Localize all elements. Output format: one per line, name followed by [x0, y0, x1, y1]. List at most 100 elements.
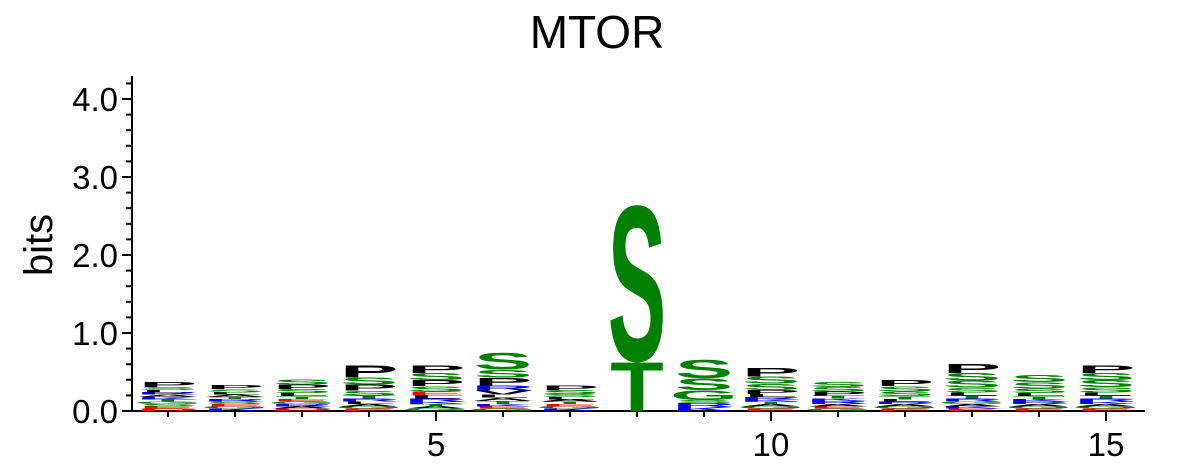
- logo-letter-p: P: [809, 391, 867, 397]
- logo-letter-glyph: L: [1012, 392, 1065, 397]
- logo-letter-r: R: [471, 384, 534, 392]
- logo-letter-g: G: [134, 401, 202, 405]
- logo-letter-g: G: [804, 408, 872, 412]
- logo-letter-p: P: [340, 383, 398, 393]
- logo-letter-s: S: [943, 371, 1001, 383]
- logo-letter-glyph: S: [139, 403, 197, 407]
- logo-letter-glyph: P: [742, 366, 800, 379]
- logo-letter-glyph: S: [1077, 386, 1135, 394]
- logo-letter-glyph: A: [337, 403, 400, 407]
- logo-letter-e: E: [742, 408, 800, 412]
- logo-letter-g: G: [268, 401, 336, 405]
- logo-letter-glyph: S: [675, 399, 733, 404]
- logo-letter-glyph: L: [543, 396, 596, 400]
- logo-letter-glyph: G: [335, 406, 403, 410]
- letter-stacks: DESGTKARLSPKGESRTALSPDARGETLSPSEGALRTSPS…: [134, 159, 1140, 426]
- logo-letter-a: A: [873, 403, 936, 407]
- logo-letter-e: E: [1077, 408, 1135, 412]
- logo-letter-glyph: E: [742, 408, 800, 412]
- x-tick-label: 5: [427, 426, 445, 463]
- logo-letter-t: T: [1012, 395, 1066, 400]
- logo-letter-s: S: [675, 355, 733, 384]
- logo-letter-g: G: [536, 406, 604, 410]
- logo-letter-l: L: [342, 401, 395, 405]
- logo-letter-glyph: L: [342, 401, 395, 405]
- logo-letter-s: S: [407, 385, 465, 393]
- logo-letter-glyph: S: [943, 379, 1001, 390]
- logo-letter-s: S: [1077, 378, 1135, 389]
- logo-letter-glyph: E: [474, 406, 532, 410]
- logo-letter-s: S: [206, 388, 264, 393]
- logo-letter-glyph: S: [675, 355, 733, 384]
- logo-letter-glyph: L: [409, 395, 462, 400]
- logo-letter-s: S: [675, 399, 733, 404]
- logo-letter-glyph: S: [809, 386, 867, 393]
- logo-letter-l: L: [208, 392, 261, 396]
- logo-letter-glyph: S: [876, 390, 934, 397]
- logo-letter-glyph: G: [268, 401, 336, 405]
- logo-letter-s: S: [675, 375, 733, 393]
- logo-letter-glyph: T: [342, 395, 396, 400]
- logo-letter-e: E: [943, 408, 1001, 412]
- logo-letter-glyph: A: [1007, 403, 1070, 407]
- logo-letter-a: A: [270, 406, 333, 410]
- logo-letter-glyph: T: [543, 401, 597, 405]
- logo-letter-glyph: S: [742, 375, 800, 386]
- logo-letter-glyph: S: [742, 382, 800, 392]
- logo-letter-glyph: S: [407, 371, 465, 382]
- logo-letter-glyph: A: [940, 403, 1003, 407]
- logo-letter-p: P: [407, 378, 465, 388]
- logo-letter-glyph: S: [809, 380, 867, 388]
- logo-letter-glyph: P: [541, 384, 599, 391]
- logo-letter-glyph: G: [469, 408, 537, 412]
- logo-letter-glyph: R: [270, 403, 333, 407]
- logo-letter-a: A: [538, 399, 601, 403]
- logo-letter-g: G: [871, 406, 939, 410]
- logo-letter-r: R: [873, 401, 936, 405]
- logo-letter-l: L: [141, 389, 194, 393]
- logo-letter-glyph: S: [1077, 378, 1135, 389]
- logo-letter-a: A: [1074, 403, 1137, 407]
- logo-letter-s: S: [608, 159, 666, 408]
- logo-letter-e: E: [474, 406, 532, 410]
- logo-letter-a: A: [1007, 403, 1070, 407]
- logo-letter-r: R: [203, 399, 266, 403]
- logo-letter-g: G: [469, 408, 537, 412]
- logo-letter-a: A: [806, 403, 869, 407]
- logo-letter-l: L: [476, 394, 529, 399]
- logo-letter-p: P: [876, 378, 934, 388]
- logo-letter-glyph: G: [938, 401, 1006, 405]
- logo-letter-a: A: [471, 397, 534, 402]
- logo-letter-l: L: [945, 392, 998, 397]
- logo-letter-glyph: K: [672, 406, 736, 412]
- logo-letter-k: K: [940, 406, 1004, 410]
- logo-letter-s: S: [809, 386, 867, 393]
- logo-letter-glyph: R: [806, 400, 869, 405]
- logo-letter-glyph: R: [404, 398, 467, 403]
- logo-letter-glyph: S: [943, 387, 1001, 394]
- logo-letter-s: S: [474, 348, 532, 375]
- logo-letter-p: P: [943, 361, 1001, 376]
- logo-letter-t: T: [141, 399, 195, 403]
- logo-letter-k: K: [538, 408, 602, 412]
- logo-letter-k: K: [672, 406, 736, 412]
- logo-letter-t: T: [610, 347, 663, 426]
- logo-letter-glyph: P: [1077, 363, 1135, 375]
- logo-letter-glyph: R: [203, 399, 266, 403]
- logo-letter-a: A: [739, 403, 802, 407]
- logo-letter-e: E: [541, 403, 599, 407]
- logo-letter-glyph: E: [407, 391, 465, 397]
- logo-letter-s: S: [1010, 387, 1068, 394]
- y-tick-label: 0.0: [72, 393, 118, 430]
- logo-letter-t: T: [811, 395, 865, 400]
- logo-letter-glyph: P: [742, 389, 800, 395]
- logo-letter-glyph: K: [404, 401, 468, 405]
- logo-letter-glyph: T: [141, 399, 195, 403]
- logo-letter-glyph: L: [476, 394, 529, 399]
- logo-letter-s: S: [1010, 374, 1068, 385]
- logo-letter-glyph: P: [340, 362, 398, 381]
- logo-letter-glyph: E: [273, 399, 331, 403]
- logo-letter-a: A: [136, 394, 199, 398]
- logo-letter-glyph: A: [404, 406, 467, 410]
- logo-letter-glyph: S: [407, 385, 465, 393]
